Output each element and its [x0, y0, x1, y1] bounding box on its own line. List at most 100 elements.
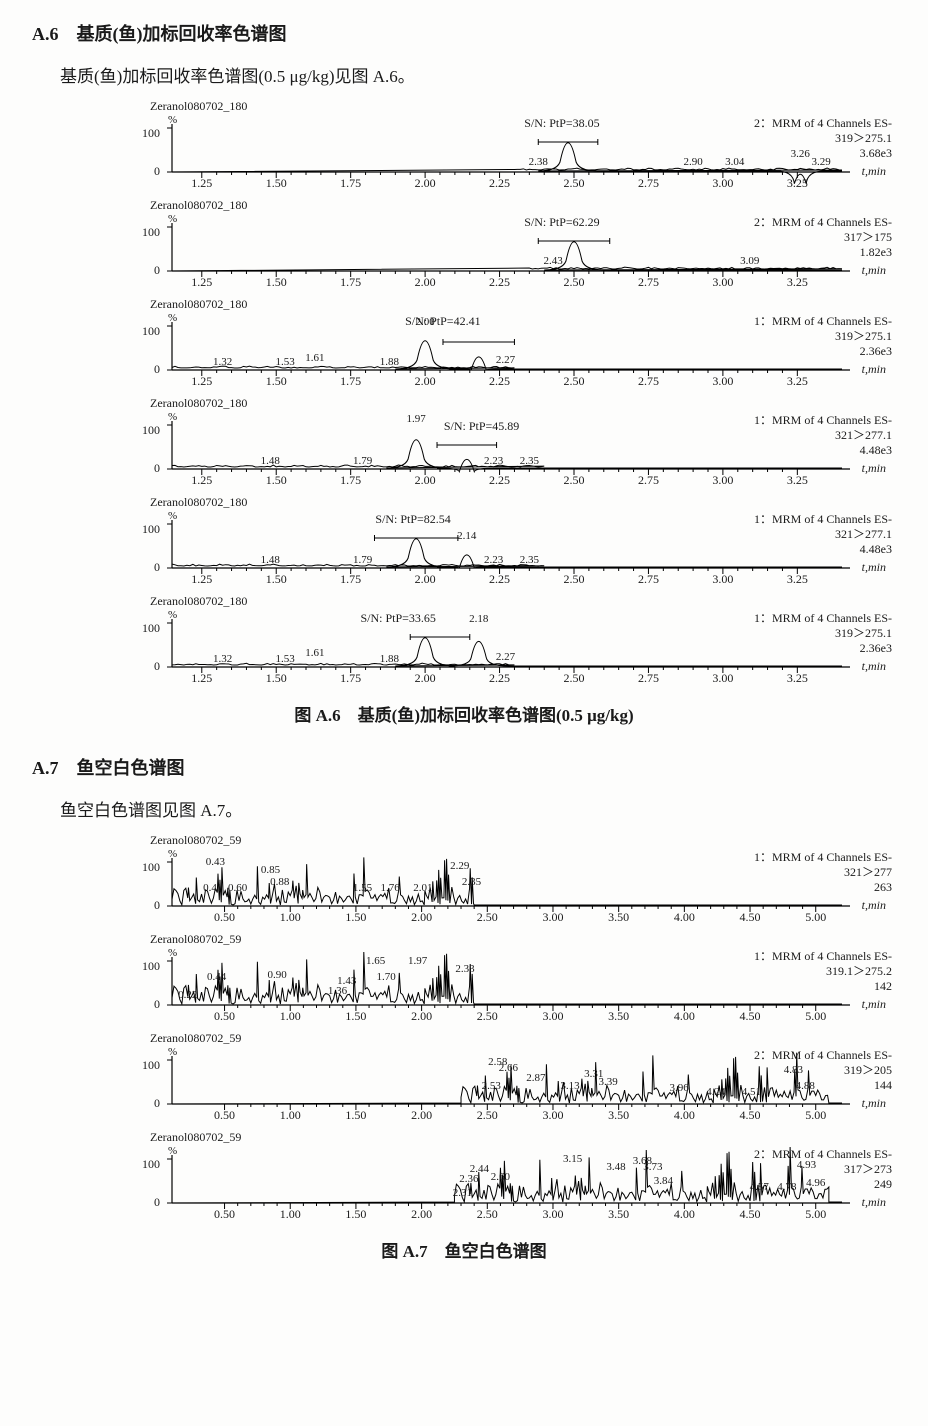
- chrom-panel: %10001：MRM of 4 Channels ES- 321＞277.1 4…: [102, 409, 892, 495]
- figure-a7-caption: 图 A.7 鱼空白色谱图: [32, 1237, 896, 1262]
- peak-time-label: 3.48: [606, 1161, 625, 1173]
- x-tick-label: 3.00: [542, 1207, 563, 1222]
- peak-time-label: 0.43: [206, 856, 225, 868]
- peak-time-label: 2.87: [526, 1072, 545, 1084]
- x-tick-label: 2.25: [489, 671, 510, 686]
- peak-time-label: 1.48: [261, 554, 280, 566]
- x-tick-label: 1.75: [340, 374, 361, 389]
- x-tick-label: 4.00: [674, 1108, 695, 1123]
- x-tick-label: 1.50: [266, 275, 287, 290]
- x-tick-label: 3.00: [712, 176, 733, 191]
- x-tick-label: 4.50: [740, 1009, 761, 1024]
- chrom-panel: %10001：MRM of 4 Channels ES- 319＞275.1 2…: [102, 310, 892, 396]
- x-tick-label: 3.00: [712, 671, 733, 686]
- peak-time-label: 2.23: [484, 554, 503, 566]
- x-tick-label: 2.50: [477, 1207, 498, 1222]
- x-tick-label: 2.75: [638, 275, 659, 290]
- x-tick-label: 2.00: [415, 176, 436, 191]
- chrom-panel: %10002：MRM of 4 Channels ES- 317＞175 1.8…: [102, 211, 892, 297]
- x-tick-label: 1.25: [191, 176, 212, 191]
- x-tick-label: 1.50: [266, 671, 287, 686]
- peak-time-label: 1.76: [380, 882, 399, 894]
- x-tick-label: 2.00: [415, 572, 436, 587]
- x-tick-label: 2.50: [564, 374, 585, 389]
- x-tick-label: 4.50: [740, 1207, 761, 1222]
- peak-time-label: 2.35: [462, 876, 481, 888]
- peak-time-label: 0.88: [270, 876, 289, 888]
- x-tick-label: 0.50: [214, 1108, 235, 1123]
- sn-ratio-label: S/N: PtP=82.54: [375, 512, 450, 527]
- x-tick-label: 1.75: [340, 572, 361, 587]
- peak-time-label: 2.27: [496, 651, 515, 663]
- x-tick-label: 2.25: [489, 572, 510, 587]
- sn-ratio-label: S/N: PtP=45.89: [444, 419, 519, 434]
- x-tick-label: 3.50: [608, 1108, 629, 1123]
- x-tick-label: 2.00: [411, 1009, 432, 1024]
- x-tick-label: 0.50: [214, 1009, 235, 1024]
- peak-time-label: 2.38: [529, 156, 548, 168]
- figure-a7: Zeranol080702_59%10001：MRM of 4 Channels…: [102, 833, 896, 1229]
- x-tick-label: 5.00: [805, 1108, 826, 1123]
- peak-time-label: 1.43: [337, 975, 356, 987]
- peak-time-label: 3.26: [791, 148, 810, 160]
- peak-time-label: 2.00: [415, 316, 434, 328]
- x-tick-label: 1.25: [191, 275, 212, 290]
- x-tick-label: 1.00: [280, 910, 301, 925]
- x-tick-label: 1.25: [191, 572, 212, 587]
- x-tick-label: 3.50: [608, 1009, 629, 1024]
- x-tick-row: 0.501.001.502.002.503.003.504.004.505.00: [102, 1009, 892, 1027]
- peak-time-label: 2.23: [484, 455, 503, 467]
- x-tick-row: 1.251.501.752.002.252.502.753.003.25: [102, 671, 892, 689]
- peak-time-label: 2.31: [453, 1187, 472, 1199]
- x-tick-label: 1.50: [345, 1108, 366, 1123]
- peak-time-label: 1.88: [380, 356, 399, 368]
- peak-time-label: 4.24: [706, 1086, 725, 1098]
- sn-ratio-label: S/N: PtP=62.29: [524, 215, 599, 230]
- x-tick-label: 3.00: [542, 910, 563, 925]
- peak-time-label: 3.39: [599, 1076, 618, 1088]
- sn-ratio-label: S/N: PtP=38.05: [524, 116, 599, 131]
- peak-time-label: 4.51: [742, 1086, 761, 1098]
- x-tick-label: 2.50: [564, 275, 585, 290]
- x-tick-label: 4.00: [674, 1207, 695, 1222]
- peak-time-label: 1.79: [353, 455, 372, 467]
- x-tick-label: 3.50: [608, 1207, 629, 1222]
- peak-time-label: 3.15: [563, 1153, 582, 1165]
- peak-time-label: 1.48: [261, 455, 280, 467]
- x-tick-label: 1.75: [340, 671, 361, 686]
- x-tick-label: 0.50: [214, 910, 235, 925]
- peak-time-label: 1.70: [377, 971, 396, 983]
- x-tick-label: 1.75: [340, 275, 361, 290]
- x-tick-label: 3.00: [712, 473, 733, 488]
- chrom-panel: %10001：MRM of 4 Channels ES- 319＞275.1 2…: [102, 607, 892, 693]
- peak-time-label: 2.29: [450, 860, 469, 872]
- peak-time-label: 0.44: [207, 971, 226, 983]
- x-tick-label: 2.75: [638, 374, 659, 389]
- sn-ratio-label: S/N: PtP=33.65: [360, 611, 435, 626]
- x-tick-label: 4.50: [740, 1108, 761, 1123]
- peak-time-label: 2.53: [482, 1080, 501, 1092]
- chrom-panel: %10001：MRM of 4 Channels ES- 319.1＞275.2…: [102, 945, 892, 1031]
- x-tick-label: 2.50: [564, 671, 585, 686]
- x-tick-label: 1.50: [345, 910, 366, 925]
- x-tick-label: 3.00: [542, 1009, 563, 1024]
- x-tick-label: 1.50: [266, 176, 287, 191]
- peak-time-label: 0.85: [261, 864, 280, 876]
- figure-a6: Zeranol080702_180%10002：MRM of 4 Channel…: [102, 99, 896, 693]
- peak-time-label: 0.22: [178, 989, 197, 1001]
- x-tick-row: 1.251.501.752.002.252.502.753.003.25: [102, 572, 892, 590]
- x-tick-label: 2.25: [489, 176, 510, 191]
- peak-time-label: 4.78: [777, 1181, 796, 1193]
- x-tick-label: 5.00: [805, 1207, 826, 1222]
- peak-time-label: 3.09: [740, 255, 759, 267]
- peak-time-label: 4.88: [796, 1080, 815, 1092]
- x-tick-label: 1.25: [191, 374, 212, 389]
- x-tick-label: 3.00: [712, 374, 733, 389]
- peak-time-label: 1.97: [407, 413, 426, 425]
- peak-time-label: 1.61: [305, 352, 324, 364]
- x-tick-label: 1.50: [266, 572, 287, 587]
- x-tick-label: 2.25: [489, 473, 510, 488]
- x-tick-label: 3.25: [787, 572, 808, 587]
- x-tick-label: 3.00: [542, 1108, 563, 1123]
- peak-time-label: 2.27: [496, 354, 515, 366]
